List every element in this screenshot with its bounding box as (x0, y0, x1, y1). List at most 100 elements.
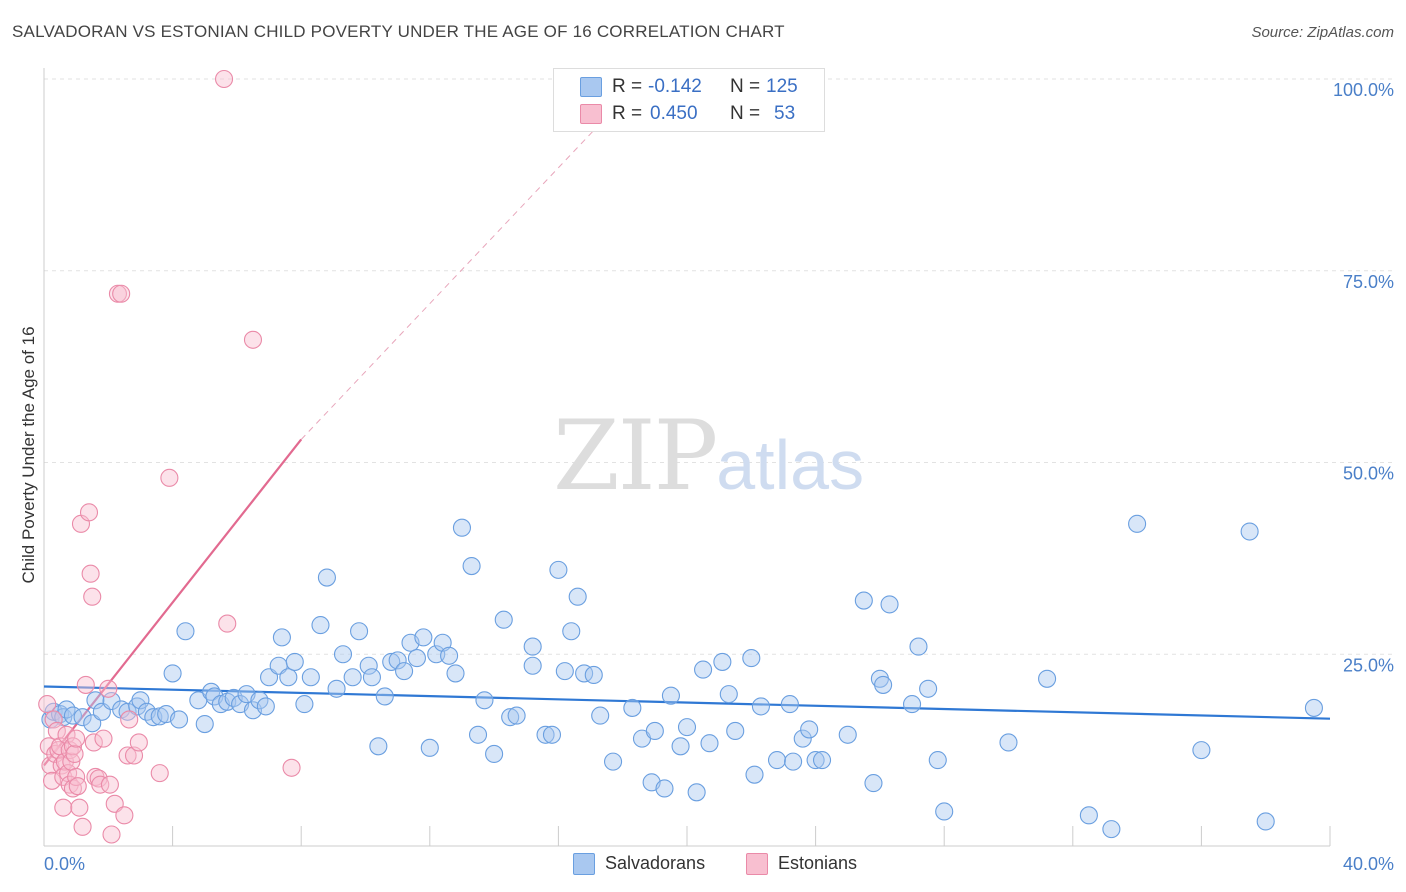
estonian-point (65, 744, 84, 764)
legend-r-label: R = (612, 103, 643, 124)
estonian-point (94, 729, 113, 748)
estonian-point (112, 284, 131, 303)
salvadoran-point (163, 664, 182, 683)
salvadoran-point (562, 622, 581, 641)
salvadoran-point (475, 691, 494, 710)
estonian-point (218, 614, 237, 633)
salvadoran-point (751, 697, 770, 716)
salvadoran-point (333, 645, 353, 664)
salvadoran-point (902, 695, 922, 714)
legend-swatch-salvadorans (580, 77, 602, 97)
salvadoran-point (726, 721, 745, 741)
salvadoran-point (176, 622, 195, 641)
salvadoran-point (767, 751, 787, 770)
salvadoran-point (1256, 812, 1275, 831)
estonian-point (160, 468, 179, 487)
salvadoran-point (575, 664, 594, 683)
bottom-legend-label-estonians: Estonians (778, 853, 858, 873)
salvadoran-point (369, 737, 388, 756)
estonian-point (99, 679, 118, 698)
source-label: Source: ZipAtlas.com (1251, 24, 1394, 41)
salvadoran-point (793, 729, 812, 748)
legend-row-salvadorans: R = -0.142 N = 125 (554, 74, 824, 100)
estonian-point (55, 752, 74, 771)
bottom-legend-swatch-salvadorans (573, 853, 595, 875)
salvadoran-point (462, 556, 481, 576)
salvadoran-point (784, 752, 803, 771)
estonian-point (120, 710, 139, 729)
salvadoran-point (446, 664, 465, 683)
salvadoran-point (745, 765, 764, 784)
estonian-point (118, 746, 137, 765)
axes (43, 68, 1331, 847)
salvadoran-point (327, 679, 346, 698)
salvadoran-point (414, 628, 433, 647)
y-tick-label: 25.0% (1343, 655, 1394, 675)
estonian-trend-line (43, 438, 303, 767)
salvadoran-point (623, 698, 642, 717)
salvadoran-point (359, 656, 378, 675)
estonian-point (42, 771, 62, 790)
legend-n-label: N = (730, 103, 761, 124)
bottom-legend-label-salvadorans: Salvadorans (605, 853, 706, 873)
salvadoran-point (63, 706, 82, 725)
salvadoran-point (536, 725, 555, 744)
salvadoran-point (742, 649, 761, 668)
salvadoran-point (382, 652, 401, 671)
estonian-point (73, 817, 92, 836)
salvadoran-point (256, 697, 275, 716)
salvadoran-point (874, 675, 893, 694)
salvadoran-point (864, 774, 883, 793)
salvadoran-point (362, 668, 381, 687)
estonian-point (214, 69, 234, 89)
salvadoran-point (919, 679, 938, 698)
estonian-trend-extension (300, 82, 640, 440)
estonian-point (150, 764, 169, 783)
legend-swatch-estonians (580, 104, 602, 124)
estonian-point (54, 798, 73, 817)
salvadoran-point (501, 708, 520, 727)
estonian-point (83, 587, 102, 606)
legend-row-estonians: R = 0.450 N = 53 (554, 101, 824, 127)
chart-title: SALVADORAN VS ESTONIAN CHILD POVERTY UND… (12, 22, 785, 41)
y-tick-label: 50.0% (1343, 464, 1394, 484)
salvadoran-point (494, 610, 513, 629)
salvadoran-point (584, 665, 603, 685)
estonian-point (76, 675, 95, 694)
salvadoran-point (555, 662, 574, 681)
salvadoran-point (301, 668, 320, 687)
bottom-legend-salvadorans: Salvadorans (573, 852, 733, 876)
salvadoran-point (131, 691, 150, 710)
salvadoran-point (433, 633, 452, 652)
salvadoran-point (713, 652, 732, 671)
salvadoran-point (295, 695, 314, 714)
salvadoran-point (909, 637, 928, 656)
salvadoran-point (1128, 514, 1147, 533)
legend-n-label: N = (730, 76, 761, 97)
salvadoran-point (694, 660, 713, 679)
watermark-zip: ZIP (553, 400, 718, 512)
estonian-point (57, 725, 76, 744)
salvadoran-point (118, 702, 137, 721)
estonian-point (243, 330, 263, 349)
salvadoran-point (420, 738, 439, 757)
salvadoran-point (395, 662, 414, 681)
estonian-point (102, 825, 121, 844)
salvadoran-point (928, 751, 947, 770)
estonian-point (84, 733, 103, 752)
salvadoran-point (73, 708, 92, 727)
salvadoran-point (591, 706, 610, 725)
legend-n-value-estonians: 53 (774, 103, 796, 124)
salvadoran-point (279, 668, 298, 687)
estonian-point (38, 695, 57, 714)
estonian-point (70, 798, 89, 817)
salvadoran-point (1304, 698, 1323, 717)
estonian-point (67, 729, 86, 748)
salvadoran-point (452, 518, 472, 537)
y-axis-title: Child Poverty Under the Age of 16 (19, 326, 38, 583)
salvadoran-point (317, 568, 336, 587)
estonian-point (129, 733, 148, 752)
legend-r-value-salvadorans: -0.142 (648, 76, 702, 97)
estonian-point (44, 710, 63, 729)
salvadoran-point (800, 720, 819, 739)
